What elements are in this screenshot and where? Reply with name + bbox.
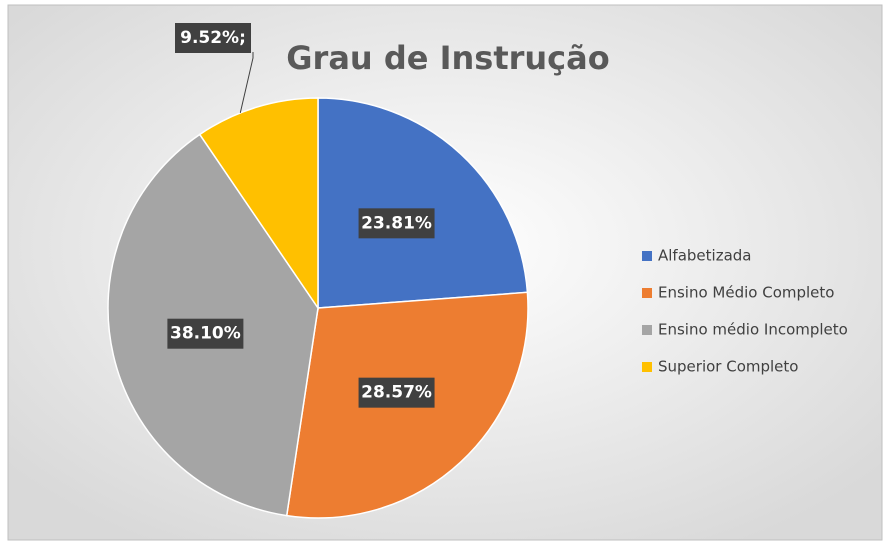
label-box	[175, 23, 251, 53]
data-label: 38.10%	[170, 324, 241, 344]
pie-slice	[198, 97, 319, 311]
label-box	[358, 208, 435, 239]
legend-label: Ensino Médio Completo	[658, 284, 834, 302]
legend-swatch	[642, 362, 652, 372]
legend-label: Ensino médio Incompleto	[658, 321, 848, 339]
pie-slice	[317, 97, 529, 309]
legend-label: Superior Completo	[658, 358, 798, 376]
legend-swatch	[642, 325, 652, 335]
label-box	[358, 377, 435, 408]
chart-title: Grau de Instrução	[286, 39, 609, 77]
data-label: 23.81%	[361, 213, 432, 233]
label-box	[167, 318, 244, 349]
data-label: 9.52%;	[180, 28, 246, 48]
legend-label: Alfabetizada	[658, 247, 751, 265]
legend-swatch	[642, 251, 652, 261]
legend-swatch	[642, 288, 652, 298]
data-label: 28.57%	[361, 383, 432, 403]
leader-line	[239, 52, 254, 114]
